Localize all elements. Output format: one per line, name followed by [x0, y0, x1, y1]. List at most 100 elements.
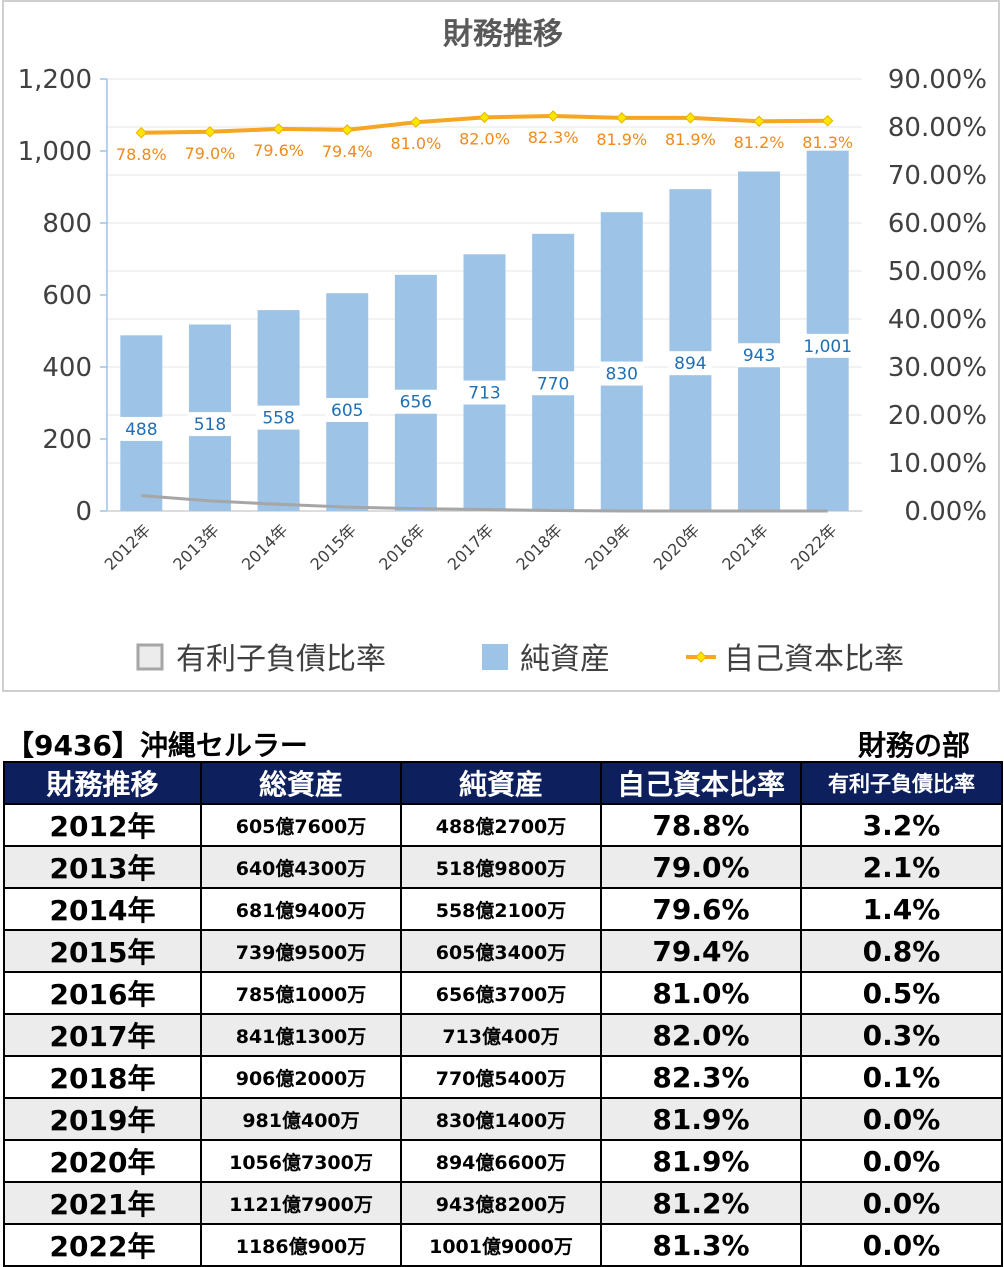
bar-label: 713	[468, 383, 500, 403]
cell-total-assets: 1056億7300万	[200, 1139, 402, 1183]
cell-year: 2017年	[3, 1013, 202, 1057]
bar-label-bg	[793, 333, 862, 358]
cell-debt-ratio: 0.0%	[800, 1181, 1003, 1225]
bar-label: 656	[400, 393, 432, 413]
x-tick-label: 2022年	[787, 520, 841, 574]
cell-total-assets: 605億7600万	[200, 803, 402, 847]
bar-label-bg	[462, 380, 507, 405]
cell-net-assets: 894億6600万	[400, 1139, 602, 1183]
right-tick-label: 80.00%	[888, 113, 987, 143]
legend-label: 有利子負債比率	[176, 642, 386, 677]
table-row: 2016年 785億1000万 656億3700万 81.0% 0.5%	[3, 971, 1003, 1015]
cell-equity-ratio: 81.2%	[600, 1181, 802, 1225]
bar-label-bg	[119, 416, 164, 441]
cell-net-assets: 713億400万	[400, 1013, 602, 1057]
cell-equity-ratio: 82.3%	[600, 1055, 802, 1099]
cell-year: 2018年	[3, 1055, 202, 1099]
left-tick-label: 1,000	[18, 137, 92, 167]
bar-label: 605	[331, 401, 363, 421]
cell-debt-ratio: 0.0%	[800, 1097, 1003, 1141]
cell-total-assets: 640億4300万	[200, 845, 402, 889]
equity-ratio-label: 82.3%	[528, 128, 579, 147]
table-row: 2020年 1056億7300万 894億6600万 81.9% 0.0%	[3, 1139, 1003, 1183]
cell-net-assets: 830億1400万	[400, 1097, 602, 1141]
cell-net-assets: 558億2100万	[400, 887, 602, 931]
cell-equity-ratio: 79.0%	[600, 845, 802, 889]
cell-year: 2022年	[3, 1223, 202, 1267]
equity-ratio-point	[547, 110, 559, 122]
right-tick-label: 0.00%	[904, 497, 987, 527]
equity-ratio-point	[684, 112, 697, 124]
debt-ratio-line	[141, 494, 828, 513]
bar-label: 518	[194, 415, 226, 435]
legend-swatch-net-assets	[482, 644, 508, 670]
table-row: 2022年 1186億900万 1001億9000万 81.3% 0.0%	[3, 1223, 1003, 1267]
x-tick-label: 2014年	[238, 520, 292, 574]
header-total-assets: 総資産	[200, 761, 402, 805]
cell-net-assets: 518億9800万	[400, 845, 602, 889]
table-row: 2018年 906億2000万 770億5400万 82.3% 0.1%	[3, 1055, 1003, 1099]
cell-net-assets: 770億5400万	[400, 1055, 602, 1099]
bar-label: 1,001	[803, 337, 852, 357]
x-tick-label: 2018年	[512, 520, 566, 574]
table-row: 2012年 605億7600万 488億2700万 78.8% 3.2%	[3, 803, 1003, 847]
equity-ratio-label: 79.4%	[322, 142, 373, 161]
cell-year: 2021年	[3, 1181, 202, 1225]
cell-year: 2012年	[3, 803, 202, 847]
equity-ratio-point	[753, 115, 765, 127]
cell-year: 2013年	[3, 845, 202, 889]
cell-total-assets: 785億1000万	[200, 971, 402, 1015]
cell-debt-ratio: 0.8%	[800, 929, 1003, 973]
x-tick-label: 2016年	[375, 520, 429, 574]
equity-ratio-point	[616, 112, 628, 124]
equity-ratio-label: 81.2%	[734, 133, 785, 152]
bar-label-bg	[187, 412, 232, 437]
right-tick-label: 10.00%	[888, 449, 987, 479]
table-row: 2019年 981億400万 830億1400万 81.9% 0.0%	[3, 1097, 1003, 1141]
equity-ratio-label: 81.3%	[802, 133, 853, 152]
table-row: 2014年 681億9400万 558億2100万 79.6% 1.4%	[3, 887, 1003, 931]
header-net-assets: 純資産	[400, 761, 602, 805]
cell-equity-ratio: 81.3%	[600, 1223, 802, 1267]
equity-ratio-label: 79.0%	[185, 144, 236, 163]
table-row: 2013年 640億4300万 518億9800万 79.0% 2.1%	[3, 845, 1003, 889]
cell-year: 2016年	[3, 971, 202, 1015]
left-tick-label: 800	[42, 209, 92, 239]
cell-net-assets: 656億3700万	[400, 971, 602, 1015]
x-tick-label: 2017年	[444, 520, 498, 574]
equity-ratio-point	[821, 115, 834, 127]
cell-equity-ratio: 81.9%	[600, 1139, 802, 1183]
bar	[669, 189, 712, 511]
cell-total-assets: 1121億7900万	[200, 1181, 402, 1225]
bar	[738, 171, 781, 511]
cell-debt-ratio: 0.0%	[800, 1139, 1003, 1183]
right-tick-label: 90.00%	[888, 65, 987, 95]
cell-equity-ratio: 78.8%	[600, 803, 802, 847]
cell-net-assets: 605億3400万	[400, 929, 602, 973]
bar-label-bg	[256, 405, 301, 430]
bar-label-bg	[737, 343, 782, 368]
table-row: 2021年 1121億7900万 943億8200万 81.2% 0.0%	[3, 1181, 1003, 1225]
table-row: 2017年 841億1300万 713億400万 82.0% 0.3%	[3, 1013, 1003, 1057]
right-tick-label: 30.00%	[888, 353, 987, 383]
x-tick-label: 2019年	[581, 520, 635, 574]
equity-ratio-label: 82.0%	[459, 129, 510, 148]
equity-ratio-point	[478, 111, 491, 124]
chart-panel: 財務推移 0 200 400 600 800 1,000 1,200 0.00% 10.00% 20…	[2, 0, 1000, 692]
right-tick-label: 70.00%	[888, 161, 987, 191]
cell-total-assets: 681億9400万	[200, 887, 402, 931]
x-tick-label: 2012年	[101, 520, 155, 574]
chart-svg: 財務推移 0 200 400 600 800 1,000 1,200 0.00% 10.00% 20…	[18, 17, 987, 677]
table-row: 2015年 739億9500万 605億3400万 79.4% 0.8%	[3, 929, 1003, 973]
legend-label: 純資産	[520, 642, 610, 677]
equity-ratio-label: 78.8%	[116, 145, 167, 164]
left-tick-label: 600	[42, 281, 92, 311]
cell-equity-ratio: 82.0%	[600, 1013, 802, 1057]
cell-year: 2019年	[3, 1097, 202, 1141]
bar-label: 558	[262, 409, 294, 429]
right-tick-label: 60.00%	[888, 209, 987, 239]
cell-total-assets: 906億2000万	[200, 1055, 402, 1099]
cell-total-assets: 1186億900万	[200, 1223, 402, 1267]
cell-year: 2014年	[3, 887, 202, 931]
bar-label: 770	[537, 374, 569, 394]
